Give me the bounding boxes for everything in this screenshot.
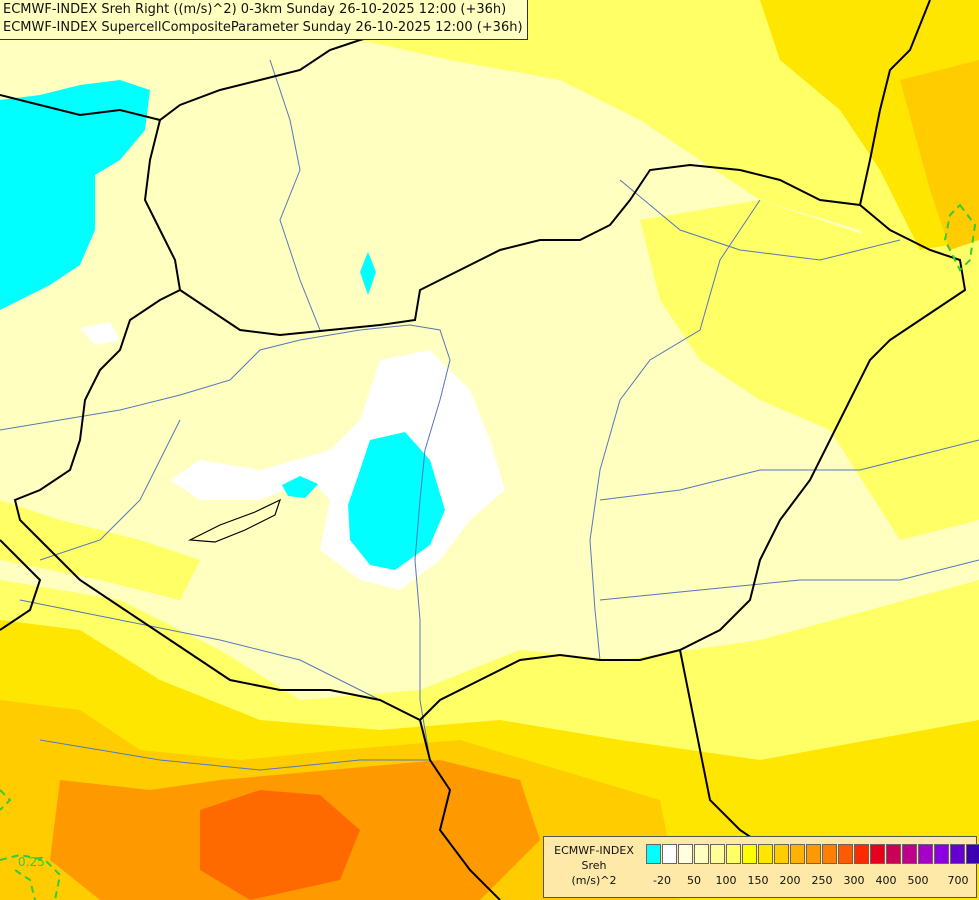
legend-swatch [758,844,773,864]
legend-swatch [790,844,805,864]
legend-swatch [854,844,869,864]
title-line-1: ECMWF-INDEX Sreh Right ((m/s)^2) 0-3km S… [3,2,507,17]
contour-east [943,203,977,272]
legend-swatch [950,844,965,864]
legend-tick-label: 150 [747,874,769,887]
field-cyan-small [282,476,318,498]
border-east [859,0,931,206]
legend-title-line-2: Sreh [581,859,607,872]
legend-swatch [902,844,917,864]
field-cyan-drop [360,252,376,295]
legend-tick-label: 500 [907,874,929,887]
legend-swatch [710,844,725,864]
contour-label: 0.25 [18,855,45,869]
map-title: ECMWF-INDEX Sreh Right ((m/s)^2) 0-3km S… [0,0,528,40]
legend-tick-label: 200 [779,874,801,887]
legend-swatch [934,844,949,864]
legend-tick-label: 100 [715,874,737,887]
legend-swatch [966,844,979,864]
field-gold-northeast [760,0,979,250]
river-east [599,439,979,501]
river-north [269,59,321,331]
legend-swatch [838,844,853,864]
field-white-west [80,322,120,345]
legend-tick-label: 400 [875,874,897,887]
river-drava [19,599,381,701]
legend-swatch [870,844,885,864]
legend-swatch [774,844,789,864]
field-yellow-east [640,200,979,540]
legend-tick-label: 700 [947,874,969,887]
legend-swatch [918,844,933,864]
legend-tick-label: 50 [687,874,701,887]
border-hungary [13,163,967,722]
river-maros [599,559,979,601]
legend-tick-labels: -20 50 100 150 200 250 300 400 500 700 [646,874,976,890]
legend-swatch [694,844,709,864]
river-sava [39,739,430,771]
field-yellow-west [0,500,200,600]
title-line-2: ECMWF-INDEX SupercellCompositeParameter … [3,20,523,35]
legend-swatch [726,844,741,864]
legend-swatch [742,844,757,864]
rivers [0,59,979,771]
legend-swatch [886,844,901,864]
river-tisza [589,199,761,661]
legend-title-line-1: ECMWF-INDEX [554,844,634,857]
scp-contours [0,203,977,900]
legend-tick-label: -20 [653,874,671,887]
border-southwest [0,539,42,631]
field-cyan-center [348,432,445,570]
legend-swatch [678,844,693,864]
legend-title-line-3: (m/s)^2 [571,874,617,887]
field-cyan-west [0,80,150,310]
legend-title: ECMWF-INDEX Sreh (m/s)^2 [546,843,642,888]
river-northeast [619,179,901,261]
contour-west-edge [0,789,12,811]
river-danube [0,324,451,761]
legend-swatch [646,844,661,864]
legend-tick-label: 300 [843,874,865,887]
river-west [39,419,181,561]
color-legend: ECMWF-INDEX Sreh (m/s)^2 -20 50 100 150 200 2… [543,836,979,898]
field-deep-orange-south [200,790,360,900]
legend-swatch [822,844,837,864]
legend-swatch [806,844,821,864]
contour-southwest-inner [14,869,36,900]
legend-swatch [662,844,677,864]
border-west [143,119,181,291]
border-south-east [679,649,771,851]
contour-southwest [0,853,62,900]
lake-balaton [187,498,282,543]
legend-tick-label: 250 [811,874,833,887]
legend-swatches [646,844,979,864]
field-amber-northeast [900,60,979,250]
border-south-west [419,719,501,900]
